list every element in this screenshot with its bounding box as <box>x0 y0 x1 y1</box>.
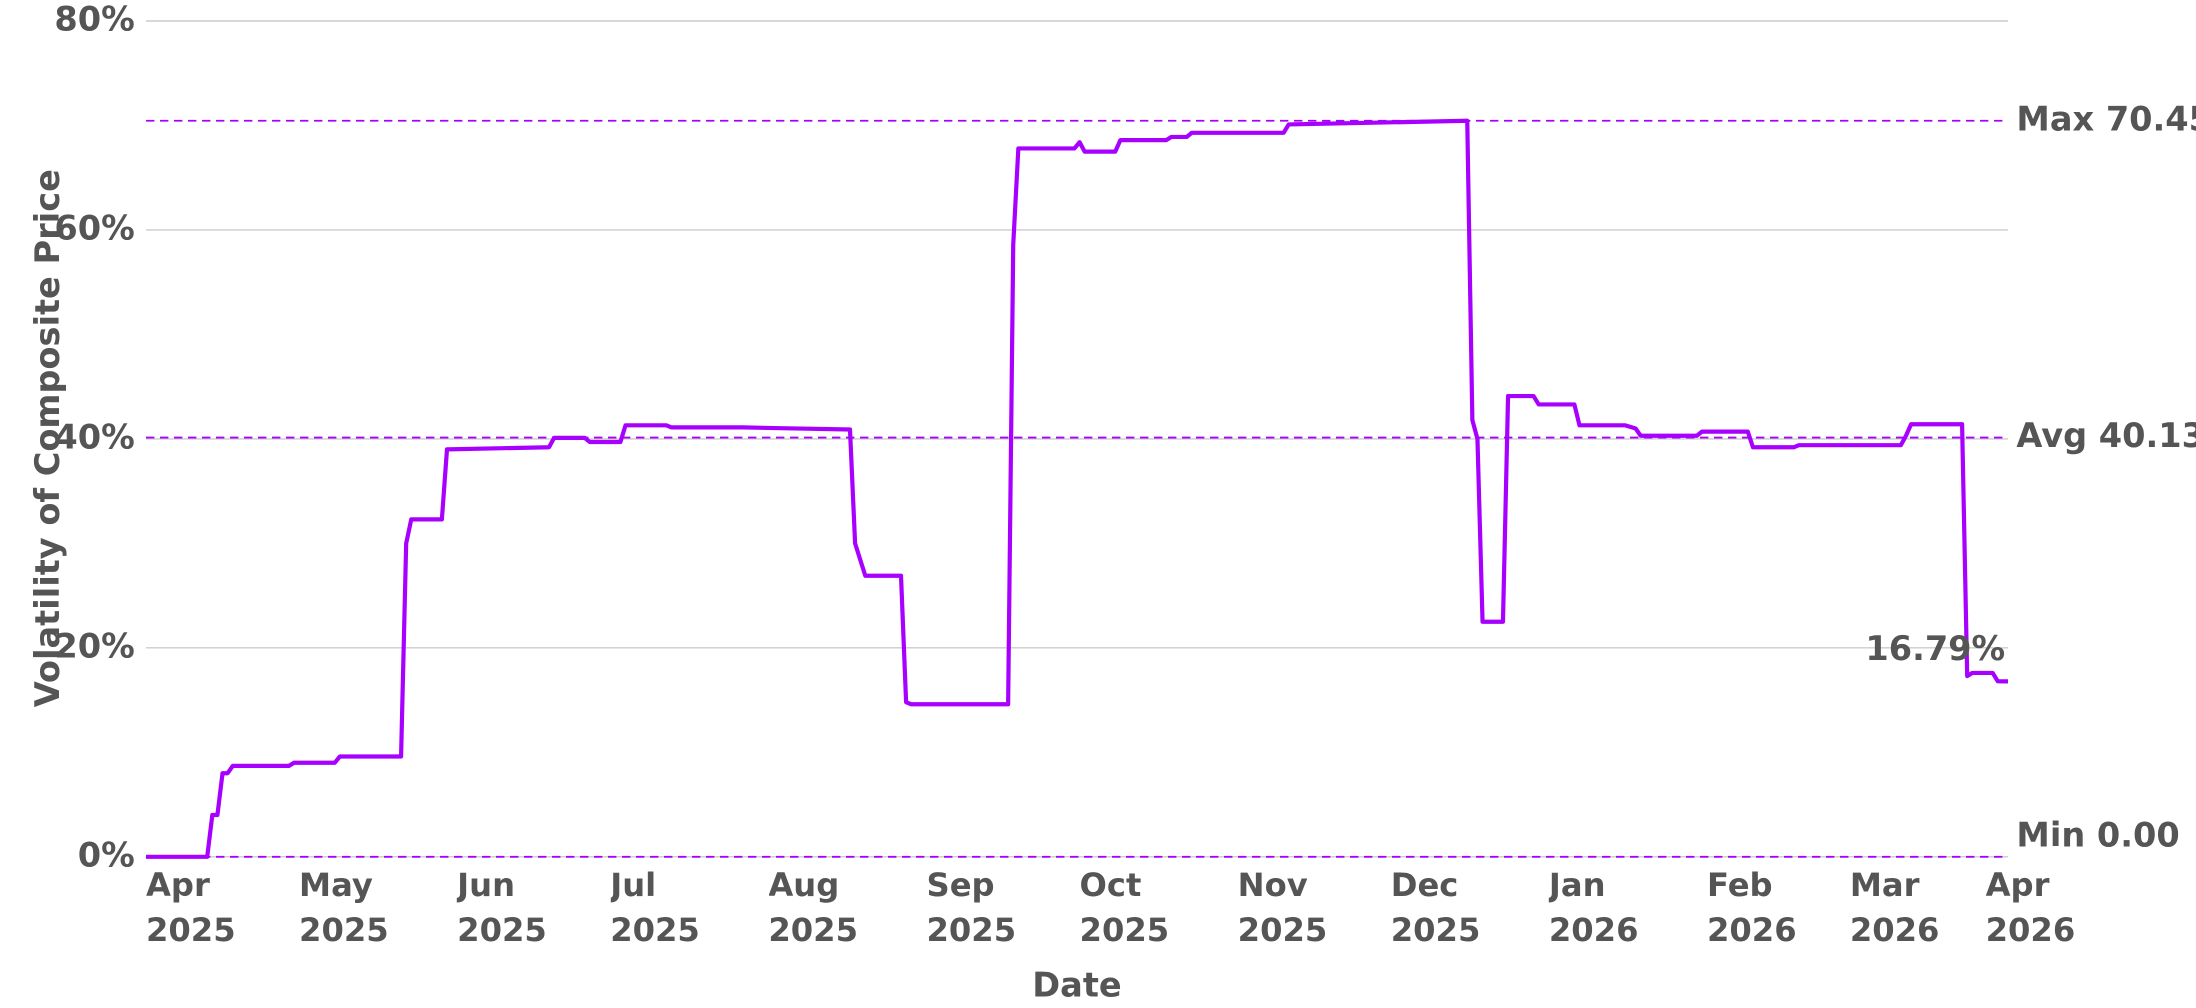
x-tick-label: Sep 2025 <box>926 868 1017 950</box>
x-tick-label: Jan 2026 <box>1548 868 1639 950</box>
x-tick: Jun 2025 <box>457 868 547 950</box>
x-tick: Mar 2026 <box>1849 868 1940 950</box>
x-tick: Apr 2025 <box>146 868 236 950</box>
x-tick: Oct 2025 <box>1079 868 1170 950</box>
x-tick-label: Nov 2025 <box>1237 868 1328 950</box>
x-tick-label: Aug 2025 <box>768 868 858 950</box>
y-tick-label: 0% <box>78 835 135 874</box>
x-tick: Dec 2025 <box>1390 868 1481 950</box>
x-tick-label: Jul 2025 <box>610 868 700 950</box>
x-tick: Sep 2025 <box>926 868 1017 950</box>
x-tick-label: Jun 2025 <box>457 868 547 950</box>
reference-label: Max 70.45 <box>2016 99 2196 138</box>
x-tick: Feb 2026 <box>1707 868 1797 950</box>
y-tick-label: 60% <box>54 208 134 247</box>
x-tick: May 2025 <box>299 868 389 950</box>
x-tick: Jul 2025 <box>610 868 700 950</box>
x-tick-label: Dec 2025 <box>1390 868 1481 950</box>
x-tick: Aug 2025 <box>768 868 858 950</box>
end-value-label: 16.79% <box>1865 629 2005 668</box>
x-tick: Nov 2025 <box>1237 868 1328 950</box>
y-tick-label: 80% <box>54 0 134 39</box>
y-tick-label: 40% <box>54 417 134 456</box>
x-axis-title: Date <box>1032 966 1121 1005</box>
x-tick-label: Apr 2025 <box>146 868 236 950</box>
reference-label: Min 0.00 <box>2016 816 2179 855</box>
x-tick-label: May 2025 <box>299 868 389 950</box>
x-tick-label: Mar 2026 <box>1849 868 1940 950</box>
reference-label: Avg 40.13 <box>2016 416 2196 455</box>
x-tick-label: Apr 2026 <box>1985 868 2076 950</box>
y-axis-title: Volatility of Composite Price <box>28 169 67 707</box>
data-line <box>146 118 2009 859</box>
x-tick-label: Feb 2026 <box>1707 868 1797 950</box>
x-tick-label: Oct 2025 <box>1079 868 1170 950</box>
x-tick: Apr 2026 <box>1985 868 2076 950</box>
x-tick: Jan 2026 <box>1548 868 1639 950</box>
y-tick-label: 20% <box>54 626 134 665</box>
